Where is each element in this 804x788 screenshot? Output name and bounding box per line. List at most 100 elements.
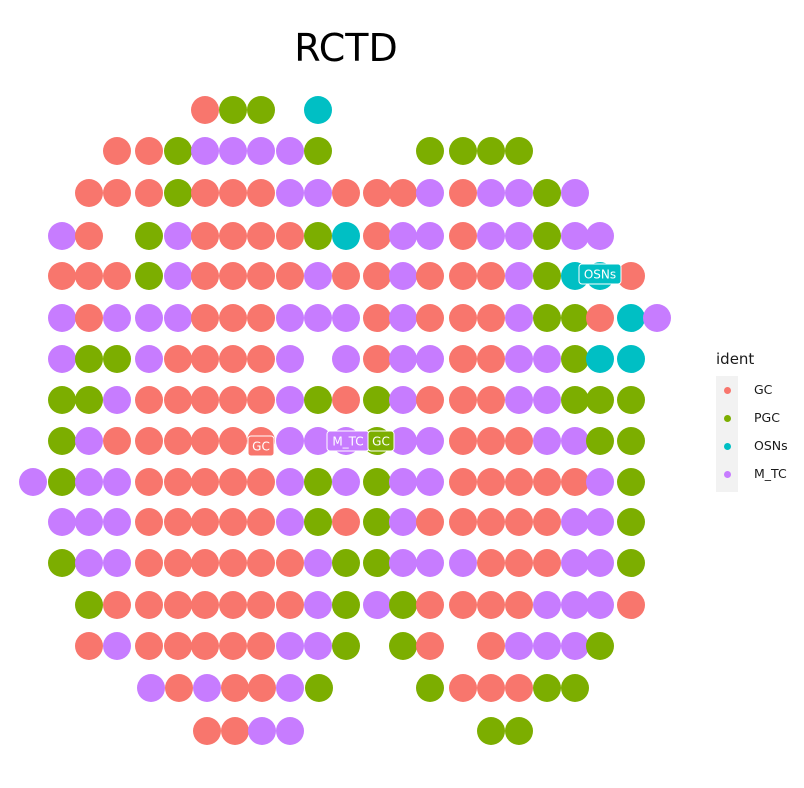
- spot-gc: [191, 549, 219, 577]
- spot-gc: [561, 468, 589, 496]
- legend-item-pgc: PGC: [716, 406, 804, 434]
- spot-pgc: [617, 386, 645, 414]
- spot-pgc: [304, 508, 332, 536]
- spot-pgc: [389, 632, 417, 660]
- spot-gc: [477, 345, 505, 373]
- spot-m-tc: [505, 345, 533, 373]
- cluster-label-text: M_TC: [332, 435, 363, 449]
- spot-m-tc: [276, 508, 304, 536]
- spot-pgc: [449, 137, 477, 165]
- spot-gc: [191, 591, 219, 619]
- spot-m-tc: [561, 222, 589, 250]
- spot-gc: [135, 427, 163, 455]
- spot-m-tc: [561, 632, 589, 660]
- spot-gc: [191, 304, 219, 332]
- spot-m-tc: [75, 468, 103, 496]
- spot-m-tc: [643, 304, 671, 332]
- spot-gc: [75, 179, 103, 207]
- spot-gc: [276, 591, 304, 619]
- spot-osns: [617, 304, 645, 332]
- spot-gc: [221, 674, 249, 702]
- legend-key-background: [716, 376, 738, 492]
- spot-gc: [191, 222, 219, 250]
- spot-m-tc: [276, 304, 304, 332]
- spot-gc: [164, 345, 192, 373]
- spot-gc: [247, 345, 275, 373]
- spot-m-tc: [586, 508, 614, 536]
- spot-m-tc: [276, 717, 304, 745]
- spot-gc: [219, 632, 247, 660]
- cluster-label-text: GC: [372, 435, 390, 449]
- spot-m-tc: [332, 468, 360, 496]
- spot-gc: [416, 632, 444, 660]
- spot-gc: [135, 179, 163, 207]
- cluster-label-text: OSNs: [584, 268, 616, 282]
- spot-gc: [103, 262, 131, 290]
- spot-gc: [135, 468, 163, 496]
- spot-pgc: [48, 468, 76, 496]
- spot-gc: [505, 674, 533, 702]
- spot-gc: [449, 427, 477, 455]
- spot-m-tc: [48, 508, 76, 536]
- spot-pgc: [103, 345, 131, 373]
- spot-gc: [103, 137, 131, 165]
- spot-pgc: [363, 386, 391, 414]
- spot-m-tc: [416, 222, 444, 250]
- spot-gc: [135, 386, 163, 414]
- legend-swatch: [724, 415, 731, 422]
- spot-m-tc: [304, 427, 332, 455]
- spot-gc: [477, 468, 505, 496]
- spot-pgc: [135, 222, 163, 250]
- spot-m-tc: [533, 427, 561, 455]
- spot-osns: [617, 345, 645, 373]
- spot-m-tc: [505, 179, 533, 207]
- spot-gc: [505, 508, 533, 536]
- spot-m-tc: [276, 468, 304, 496]
- spot-gc: [247, 468, 275, 496]
- spot-gc: [449, 674, 477, 702]
- spot-m-tc: [103, 386, 131, 414]
- spot-gc: [477, 549, 505, 577]
- spot-m-tc: [276, 427, 304, 455]
- spot-osns: [304, 96, 332, 124]
- spot-pgc: [505, 137, 533, 165]
- spot-m-tc: [135, 345, 163, 373]
- spot-gc: [416, 262, 444, 290]
- spot-pgc: [561, 674, 589, 702]
- spot-gc: [219, 427, 247, 455]
- spot-pgc: [363, 508, 391, 536]
- spot-m-tc: [75, 549, 103, 577]
- spot-pgc: [533, 179, 561, 207]
- spot-gc: [449, 508, 477, 536]
- spot-pgc: [304, 222, 332, 250]
- spots-layer: [19, 96, 671, 745]
- spot-osns: [586, 345, 614, 373]
- spot-gc: [191, 508, 219, 536]
- spot-pgc: [247, 96, 275, 124]
- spot-m-tc: [389, 508, 417, 536]
- spot-gc: [219, 262, 247, 290]
- spot-m-tc: [103, 549, 131, 577]
- legend-item-osns: OSNs: [716, 434, 804, 462]
- spot-m-tc: [586, 549, 614, 577]
- chart-title: RCTD: [294, 26, 398, 70]
- spot-m-tc: [389, 427, 417, 455]
- spot-osns: [332, 222, 360, 250]
- spot-m-tc: [505, 304, 533, 332]
- spot-m-tc: [103, 632, 131, 660]
- spot-pgc: [219, 96, 247, 124]
- spot-pgc: [75, 345, 103, 373]
- cluster-label-text: GC: [252, 440, 270, 454]
- spot-pgc: [505, 717, 533, 745]
- spot-pgc: [477, 717, 505, 745]
- legend-label: M_TC: [754, 466, 787, 481]
- spot-m-tc: [248, 717, 276, 745]
- spot-gc: [75, 304, 103, 332]
- spot-m-tc: [416, 179, 444, 207]
- spot-gc: [164, 591, 192, 619]
- cluster-label-box: [367, 430, 395, 452]
- spot-gc: [135, 632, 163, 660]
- spot-gc: [416, 508, 444, 536]
- spot-gc: [247, 386, 275, 414]
